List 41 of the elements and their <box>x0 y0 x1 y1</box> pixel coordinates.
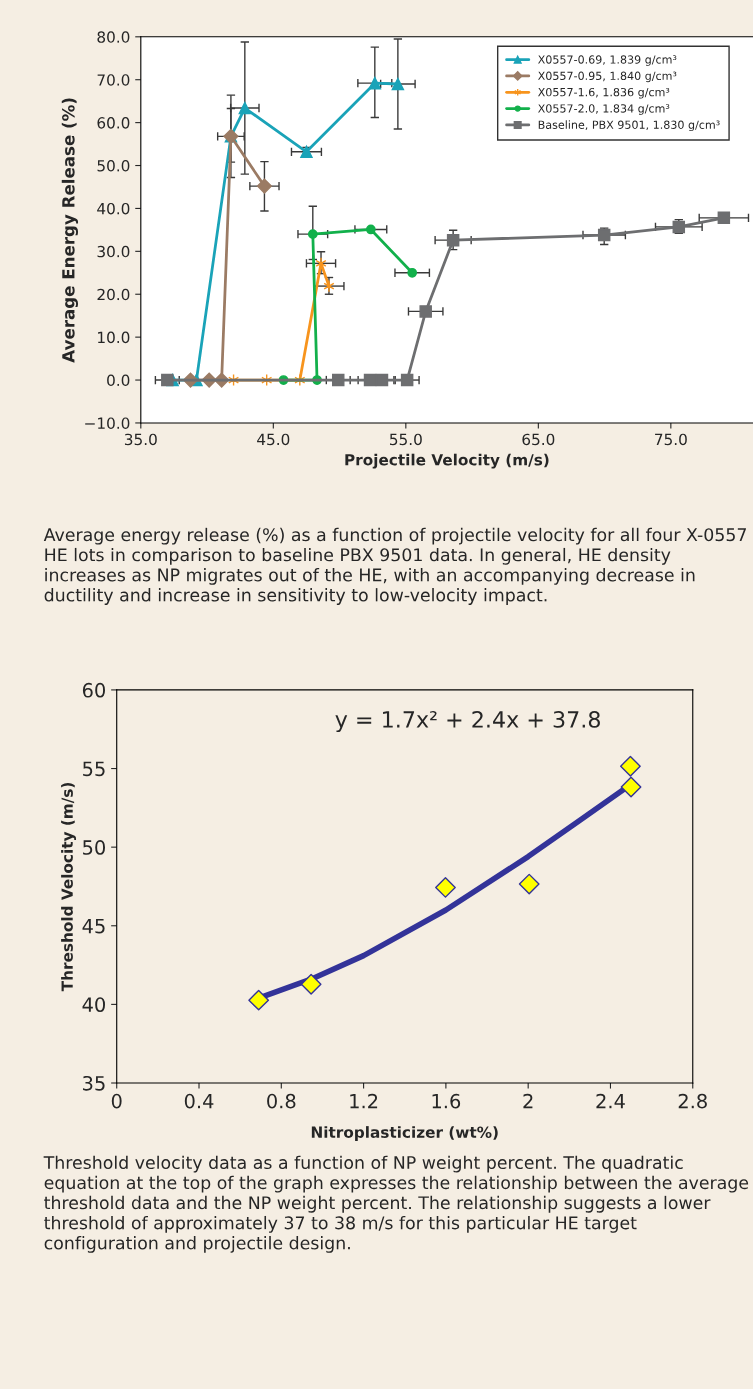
x-tick-label: 0.8 <box>267 1093 296 1109</box>
x-tick-label: 45.0 <box>257 433 290 446</box>
x-tick-label: 1.6 <box>432 1093 461 1109</box>
legend-label: X0557-0.69, 1.839 g/cm³ <box>538 55 677 66</box>
y-tick-label: 10.0 <box>98 331 130 344</box>
x-tick-label: 0 <box>111 1093 122 1109</box>
y-tick-label: 30.0 <box>97 245 130 258</box>
y-tick-label: 50 <box>83 840 106 855</box>
y-tick-label: 60 <box>82 682 106 698</box>
x-tick-label: 35.0 <box>124 433 157 446</box>
y-tick-label: 0.0 <box>107 374 130 387</box>
annotation: y = 1.7x² + 2.4x + 37.8 <box>335 711 600 733</box>
x-axis-title: Projectile Velocity (m/s) <box>345 453 549 469</box>
x-axis-title: Nitroplasticizer (wt%) <box>311 1126 498 1141</box>
x-tick-label: 75.0 <box>655 433 687 446</box>
y-tick-label: 55 <box>83 761 105 777</box>
text: Average energy release (%) as a function of projectile velocity for all four X-0557 HE lots in comparison to baseline PBX 9501 data. In general, HE density increases as NP migrates out of the HE, with an accompanying decrease in ductility and increase in sensitivity to low-velocity impact. <box>43 527 746 605</box>
x-tick-label: 2.4 <box>596 1093 625 1109</box>
y-tick-label: 40.0 <box>97 202 130 215</box>
y-tick-label: 80.0 <box>97 31 130 43</box>
legend-label: Baseline, PBX 9501, 1.830 g/cm³ <box>538 120 720 132</box>
y-axis-title: Threshold Velocity (m/s) <box>61 782 76 992</box>
legend-label: X0557-0.95, 1.840 g/cm³ <box>538 71 677 83</box>
legend-label: X0557-2.0, 1.834 g/cm³ <box>538 104 670 115</box>
y-axis-title: Average Energy Release (%) <box>61 98 79 363</box>
y-tick-label: 60.0 <box>97 117 130 129</box>
x-tick-label: 65.0 <box>522 433 555 446</box>
text: Threshold velocity data as a function of NP weight percent. The quadratic equation at the top of the graph expresses the relationship between the average threshold data and the NP weight percent. The relationship suggests a lower threshold of approximately 37 to 38 m/s for this particular HE target configuration and projectile design. <box>43 1155 749 1253</box>
y-tick-label: 35 <box>83 1075 105 1091</box>
x-tick-label: 55.0 <box>390 433 422 446</box>
legend-label: X0557-1.6, 1.836 g/cm³ <box>538 87 670 99</box>
x-tick-label: 2 <box>523 1093 533 1109</box>
y-tick-label: 20.0 <box>97 288 130 301</box>
y-tick-label: 50.0 <box>97 159 130 172</box>
x-tick-label: 0.4 <box>184 1093 214 1109</box>
y-tick-label: 45 <box>82 918 105 934</box>
x-tick-label: 1.2 <box>350 1093 378 1109</box>
y-tick-label: 70.0 <box>97 74 130 86</box>
x-tick-label: 2.8 <box>678 1093 707 1109</box>
y-tick-label: −10.0 <box>85 417 130 429</box>
y-tick-label: 40 <box>82 997 106 1013</box>
